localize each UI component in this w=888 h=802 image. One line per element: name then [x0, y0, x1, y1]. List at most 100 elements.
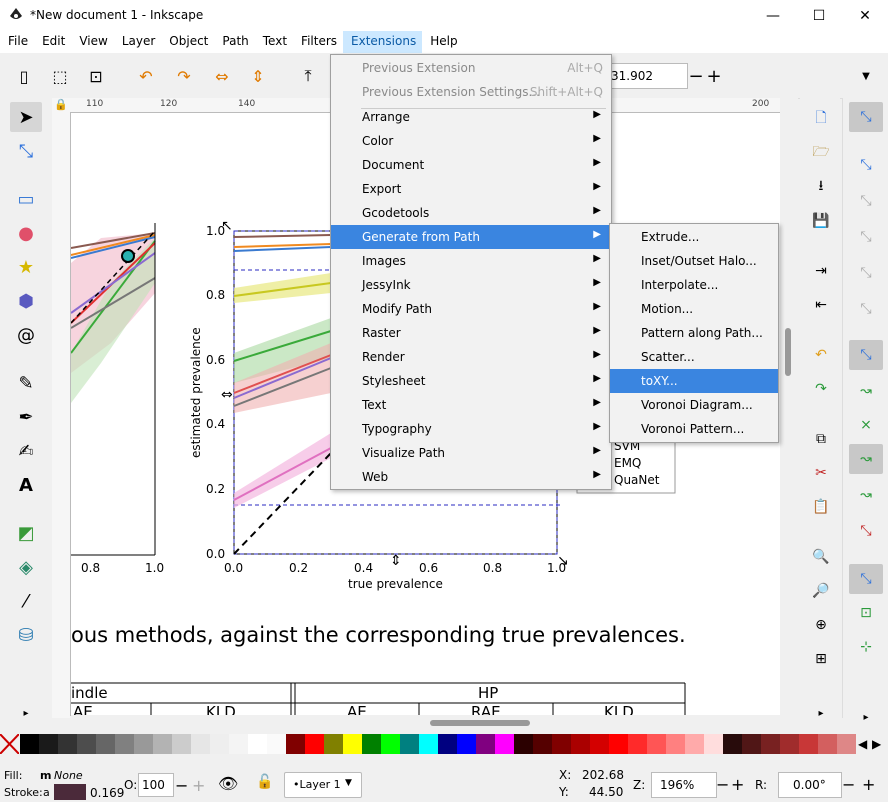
swatch[interactable]	[362, 734, 381, 754]
snap-others-icon[interactable]: ⤡	[849, 564, 883, 594]
snap-rotation-center-icon[interactable]: ⊹	[860, 639, 872, 655]
menu-typography[interactable]: Typography ▶	[362, 421, 601, 436]
zoom-plus-button[interactable]: +	[731, 775, 745, 794]
menu-modify-path[interactable]: Modify Path ▶	[362, 301, 601, 316]
swatch[interactable]	[39, 734, 58, 754]
minimize-button[interactable]: —	[766, 7, 780, 24]
opacity-field[interactable]: 100	[138, 773, 174, 797]
swatch[interactable]	[286, 734, 305, 754]
swatch[interactable]	[647, 734, 666, 754]
swatch[interactable]	[818, 734, 837, 754]
swatch[interactable]	[267, 734, 286, 754]
swatch[interactable]	[704, 734, 723, 754]
pen-tool-icon[interactable]: ✒	[18, 406, 34, 428]
vertical-scrollbar[interactable]	[780, 98, 798, 718]
horizontal-scroll-thumb[interactable]	[430, 720, 530, 726]
swatch[interactable]	[476, 734, 495, 754]
snap-object-center-icon[interactable]: ⊡	[860, 605, 872, 621]
swatch[interactable]	[248, 734, 267, 754]
menu-object[interactable]: Object	[169, 34, 209, 48]
palette-scroll-icon[interactable]: ▶	[872, 737, 882, 751]
swatch[interactable]	[780, 734, 799, 754]
deselect-icon[interactable]: ⊡	[89, 66, 103, 86]
layer-dropdown[interactable]: •Layer 1 ▼	[284, 772, 362, 798]
menu-extensions[interactable]: Extensions	[343, 31, 423, 53]
mesh-tool-icon[interactable]: ◈	[19, 556, 33, 578]
swatch[interactable]	[419, 734, 438, 754]
snap-nodes-icon[interactable]: ⤡	[849, 340, 883, 370]
snap-bbox-corner-icon[interactable]: ⤡	[860, 229, 872, 245]
zoom-minus-button[interactable]: −	[716, 775, 730, 794]
calligraphy-tool-icon[interactable]: ✍	[18, 440, 34, 462]
swatch[interactable]	[552, 734, 571, 754]
menu-visualize-path[interactable]: Visualize Path ▶	[362, 445, 601, 460]
snap-enable-icon[interactable]: ⤡	[849, 102, 883, 132]
submenu-toxy[interactable]: toXY...	[610, 369, 778, 393]
rotate-ccw-icon[interactable]: ↶	[139, 66, 153, 86]
select-all-icon[interactable]: ▯	[19, 66, 29, 86]
overflow-chevron-icon[interactable]: ▼	[862, 70, 870, 82]
opacity-minus-button[interactable]: −	[175, 776, 189, 795]
swatch[interactable]	[571, 734, 590, 754]
swatch[interactable]	[723, 734, 742, 754]
text-tool-icon[interactable]: A	[19, 474, 33, 496]
swatch[interactable]	[77, 734, 96, 754]
swatch[interactable]	[153, 734, 172, 754]
swatch[interactable]	[609, 734, 628, 754]
swatch[interactable]	[514, 734, 533, 754]
star-tool-icon[interactable]: ★	[17, 256, 35, 278]
save-icon[interactable]: 💾	[812, 213, 830, 229]
swatch[interactable]	[305, 734, 324, 754]
submenu-voronoi-pattern[interactable]: Voronoi Pattern...	[641, 422, 745, 436]
submenu-motion[interactable]: Motion...	[641, 302, 694, 316]
menu-view[interactable]: View	[79, 34, 108, 48]
swatch[interactable]	[799, 734, 818, 754]
menu-export[interactable]: Export ▶	[362, 181, 601, 196]
rotation-minus-button[interactable]: −	[842, 775, 856, 794]
swatch[interactable]	[134, 734, 153, 754]
flip-vertical-icon[interactable]: ⇕	[251, 66, 265, 86]
select-all-layers-icon[interactable]: ⬚	[52, 66, 68, 86]
snap-bbox-midpoint-icon[interactable]: ⤡	[860, 265, 872, 281]
swatch[interactable]	[628, 734, 647, 754]
paste-icon[interactable]: 📋	[812, 499, 830, 515]
height-plus-button[interactable]: +	[706, 65, 722, 87]
swatch[interactable]	[533, 734, 552, 754]
swatch[interactable]	[438, 734, 457, 754]
menu-generate-from-path[interactable]: Generate from Path ▶	[331, 225, 611, 249]
rotation-plus-button[interactable]: +	[862, 775, 876, 794]
snap-more-icon[interactable]: ▸	[863, 711, 869, 723]
menu-filters[interactable]: Filters	[301, 34, 338, 48]
dropper-tool-icon[interactable]: ⁄	[24, 590, 28, 612]
height-minus-button[interactable]: −	[688, 65, 704, 87]
import-file-icon[interactable]: ⇥	[815, 263, 827, 279]
menu-arrange[interactable]: Arrange ▶	[362, 109, 601, 124]
new-document-icon[interactable]: 🗋	[815, 110, 827, 126]
close-button[interactable]: ✕	[859, 7, 871, 24]
swatch[interactable]	[172, 734, 191, 754]
swatch[interactable]	[685, 734, 704, 754]
menu-previous-extension[interactable]: Previous Extension Alt+Q	[362, 61, 603, 75]
toolbox-more-icon[interactable]: ▸	[23, 707, 29, 719]
swatch[interactable]	[96, 734, 115, 754]
cut-icon[interactable]: ✂	[815, 465, 827, 481]
swatch[interactable]	[761, 734, 780, 754]
submenu-scatter[interactable]: Scatter...	[641, 350, 695, 364]
menu-help[interactable]: Help	[430, 34, 458, 48]
swatch[interactable]	[324, 734, 343, 754]
ellipse-tool-icon[interactable]: ●	[18, 222, 34, 244]
copy-icon[interactable]: ⧉	[816, 431, 826, 447]
palette-menu-icon[interactable]: ◀	[858, 737, 868, 751]
menu-previous-extension-settings[interactable]: Previous Extension Settings... Shift+Alt+…	[362, 85, 603, 99]
swatch[interactable]	[115, 734, 134, 754]
menu-render[interactable]: Render ▶	[362, 349, 601, 364]
stroke-swatch[interactable]	[54, 784, 86, 800]
swatch[interactable]	[20, 734, 39, 754]
swatch[interactable]	[837, 734, 856, 754]
zoom-page-icon[interactable]: ⊕	[815, 617, 827, 633]
swatch[interactable]	[210, 734, 229, 754]
rectangle-tool-icon[interactable]: ▭	[17, 188, 35, 210]
horizontal-scrollbar[interactable]	[70, 716, 780, 730]
gradient-tool-icon[interactable]: ◩	[17, 522, 35, 544]
swatch[interactable]	[495, 734, 514, 754]
